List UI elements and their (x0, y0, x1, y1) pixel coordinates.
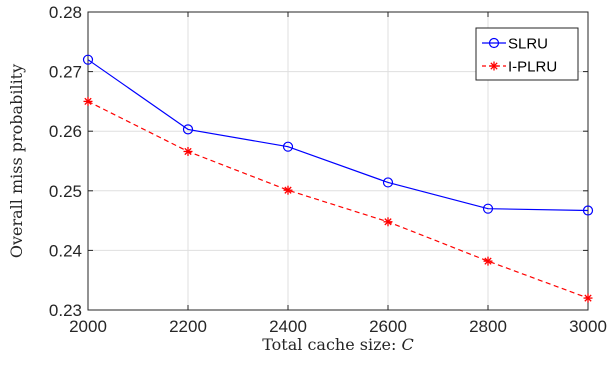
y-axis-label: Overall miss probability (7, 64, 26, 258)
data-point-i-plru (283, 185, 293, 195)
data-point-slru (582, 205, 594, 216)
legend: SLRU I-PLRU (475, 27, 579, 81)
data-point-slru (382, 177, 394, 188)
ticks: 2000 2200 2400 2600 2800 3000 0.23 0.24 0.25 0.26… (49, 3, 607, 336)
data-point-i-plru (383, 217, 393, 227)
data-point-slru (82, 54, 94, 65)
legend-iplru-asterisk (489, 61, 499, 71)
data-point-i-plru (483, 256, 493, 266)
x-tick-label: 2400 (269, 317, 307, 336)
data-point-slru (282, 141, 294, 152)
y-tick-label: 0.24 (49, 241, 82, 260)
legend-slru-label: SLRU (508, 36, 548, 53)
y-tick-label: 0.25 (49, 182, 82, 201)
data-point-i-plru (83, 96, 93, 106)
x-tick-label: 2200 (169, 317, 207, 336)
y-tick-label: 0.26 (49, 122, 82, 141)
x-tick-label: 3000 (569, 317, 607, 336)
data-point-slru (182, 124, 194, 135)
data-point-slru (482, 203, 494, 214)
x-tick-label: 2800 (469, 317, 507, 336)
series-layer (82, 54, 594, 303)
y-tick-label: 0.23 (49, 301, 82, 320)
x-tick-label: 2000 (69, 317, 107, 336)
x-axis-label: Total cache size: C (262, 335, 414, 354)
y-tick-label: 0.28 (49, 3, 82, 22)
series-line-slru (87, 59, 589, 212)
data-point-i-plru (183, 146, 193, 156)
x-tick-label: 2600 (369, 317, 407, 336)
plot-frame (87, 11, 589, 311)
legend-iplru-marker (489, 61, 499, 71)
y-tick-label: 0.27 (49, 63, 82, 82)
legend-box (475, 27, 579, 81)
legend-slru-marker (488, 37, 500, 49)
legend-iplru-label: I-PLRU (508, 59, 557, 76)
data-point-i-plru (583, 293, 593, 303)
